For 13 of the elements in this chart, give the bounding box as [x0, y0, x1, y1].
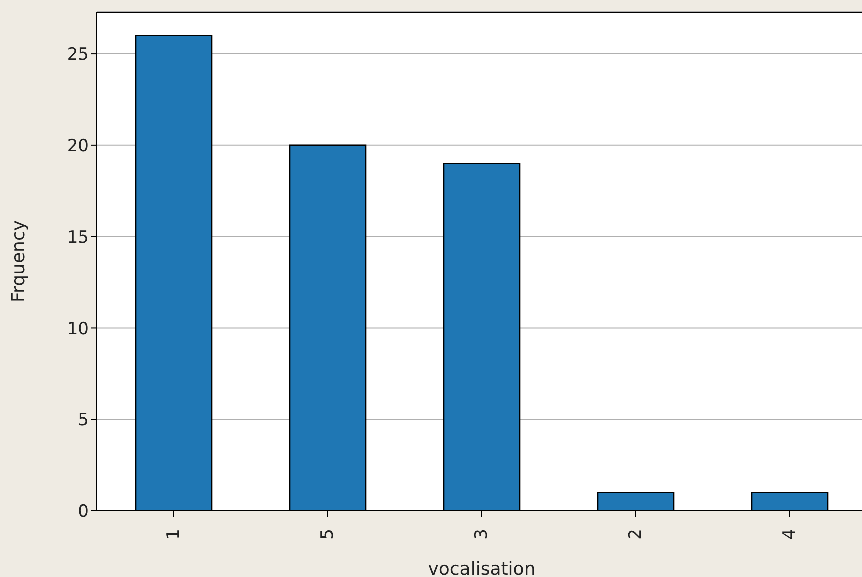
x-tick-label: 1: [164, 529, 184, 540]
x-tick-label: 4: [780, 529, 800, 540]
y-tick-label: 10: [67, 319, 89, 340]
x-tick-label: 2: [626, 529, 646, 540]
y-tick-label: 5: [78, 410, 89, 431]
y-tick-label: 25: [67, 45, 89, 66]
y-tick-label: 20: [67, 136, 89, 156]
x-tick-label: 5: [318, 529, 338, 540]
y-tick-label: 0: [78, 502, 89, 522]
y-tick-label: 15: [67, 228, 89, 248]
x-tick-label: 3: [472, 529, 492, 540]
x-axis-title: vocalisation: [428, 559, 536, 577]
y-axis-title: Frquency: [8, 220, 30, 302]
